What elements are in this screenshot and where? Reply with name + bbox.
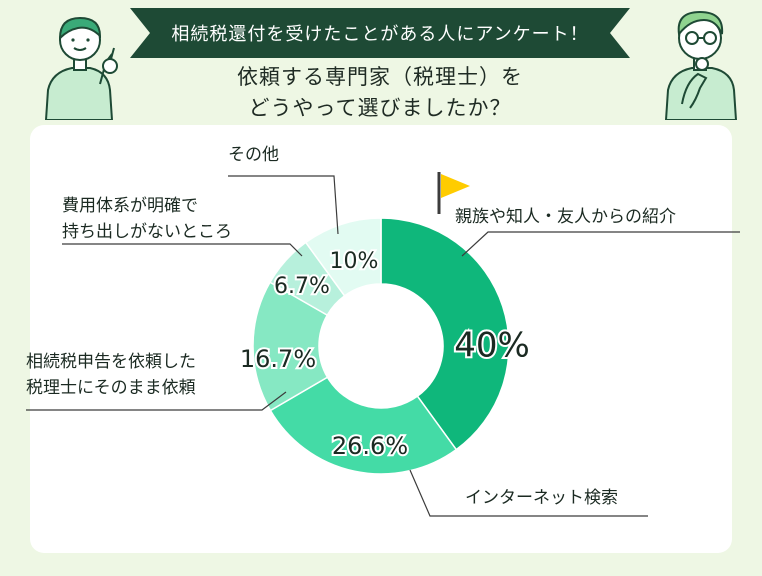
pointing-person-illustration bbox=[44, 16, 118, 120]
donut-slice-1 bbox=[269, 376, 458, 475]
leader-line-1 bbox=[409, 469, 648, 517]
category-label-0: 親族や知人・友人からの紹介 bbox=[455, 207, 676, 227]
leader-lines bbox=[26, 175, 740, 517]
donut-slice-2 bbox=[252, 281, 329, 412]
question-line-1: 依頼する専門家（税理士）を bbox=[237, 65, 523, 89]
value-labels: 40% 26.6% 16.7% 6.7%10% bbox=[238, 247, 532, 462]
category-label-line: インターネット検索 bbox=[465, 488, 618, 508]
donut-slices bbox=[252, 217, 510, 475]
question-line-2: どうやって選びましたか？ bbox=[248, 96, 512, 120]
flag-icon bbox=[437, 172, 470, 214]
category-label-line: 持ち出しがないところ bbox=[62, 222, 232, 242]
leader-line-0 bbox=[461, 231, 740, 257]
category-label-1: インターネット検索 bbox=[465, 488, 618, 508]
chart-card bbox=[30, 125, 732, 553]
category-label-line: 親族や知人・友人からの紹介 bbox=[455, 207, 676, 227]
leader-line-4 bbox=[228, 175, 339, 235]
leader-line-3 bbox=[62, 243, 303, 257]
survey-question: 依頼する専門家（税理士）を どうやって選びましたか？ bbox=[150, 62, 610, 124]
thinking-person-illustration bbox=[664, 10, 738, 120]
category-label-line: 相続税申告を依頼した bbox=[26, 352, 196, 372]
category-label-4: その他 bbox=[228, 145, 279, 165]
category-label-line: 費用体系が明確で bbox=[62, 196, 198, 216]
leader-line-2 bbox=[26, 391, 287, 411]
category-label-line: 税理士にそのまま依頼 bbox=[26, 378, 196, 398]
value-label-3: 6.7% bbox=[274, 274, 330, 299]
value-label-4: 10% bbox=[330, 249, 379, 274]
value-label-2: 16.7% bbox=[240, 345, 316, 373]
survey-banner: 相続税還付を受けたことがある人にアンケート！ bbox=[130, 8, 630, 58]
value-label-1: 26.6% bbox=[332, 432, 408, 460]
value-label-0: 40% bbox=[454, 326, 530, 366]
category-label-line: その他 bbox=[228, 145, 279, 165]
category-label-2: 相続税申告を依頼した税理士にそのまま依頼 bbox=[26, 352, 196, 398]
donut-slice-4 bbox=[304, 217, 382, 297]
donut-slice-0 bbox=[380, 217, 510, 451]
banner-text: 相続税還付を受けたことがある人にアンケート！ bbox=[171, 24, 589, 45]
category-label-3: 費用体系が明確で持ち出しがないところ bbox=[62, 196, 232, 242]
